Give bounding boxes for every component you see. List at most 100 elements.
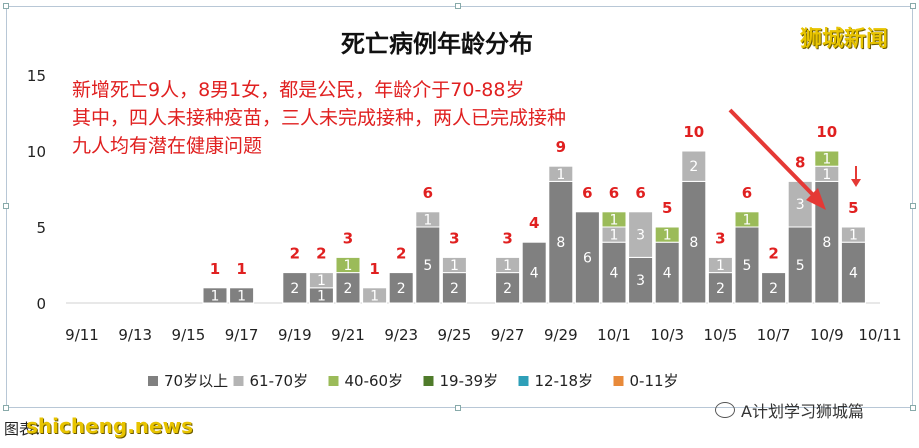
bar-segment bbox=[441, 256, 467, 274]
legend-swatch bbox=[233, 376, 244, 386]
annotation-line: 新增死亡9人，8男1女，都是公民，年龄介于70-88岁 bbox=[72, 79, 524, 101]
bar-segment-label: 4 bbox=[530, 266, 539, 282]
x-tick-label: 10/3 bbox=[650, 326, 684, 344]
y-tick-label: 15 bbox=[27, 67, 46, 85]
bar-segment-label: 1 bbox=[503, 258, 512, 274]
bar-total-label: 2 bbox=[290, 245, 300, 263]
chart-legend: 70岁以上 61-70岁 40-60岁 19-39岁 12-18岁 0-11岁 bbox=[148, 372, 679, 390]
bar-segment-label: 2 bbox=[290, 281, 299, 297]
legend-label: 40-60岁 bbox=[345, 372, 404, 390]
bar-segment bbox=[495, 256, 521, 274]
bar-segment bbox=[734, 211, 760, 228]
bar-total-label: 2 bbox=[768, 245, 778, 263]
footer-source-label: A计划学习狮城篇 bbox=[741, 402, 864, 421]
bar-segment bbox=[707, 256, 733, 274]
bar-total-label: 4 bbox=[529, 214, 539, 232]
bar-segment bbox=[415, 211, 441, 228]
bar-total-label: 1 bbox=[210, 260, 220, 278]
bar-segment bbox=[229, 287, 255, 304]
bar-segment bbox=[840, 226, 866, 243]
bar-segment bbox=[840, 241, 866, 304]
bar-total-label: 9 bbox=[556, 138, 566, 156]
annotation-line: 九人均有潜在健康问题 bbox=[72, 135, 262, 157]
bar-segment-label: 1 bbox=[610, 212, 619, 228]
bar-segment-label: 1 bbox=[743, 212, 752, 228]
bar-segment-label: 2 bbox=[689, 159, 698, 175]
x-tick-label: 10/1 bbox=[597, 326, 631, 344]
bar-segment-label: 5 bbox=[423, 258, 432, 274]
bar-total-label: 1 bbox=[236, 260, 246, 278]
bar-total-label: 5 bbox=[848, 199, 858, 217]
bar-total-label: 8 bbox=[795, 153, 805, 171]
bar-segment-label: 2 bbox=[397, 281, 406, 297]
bar-segment bbox=[335, 256, 361, 274]
footer-source: A计划学习狮城篇 bbox=[715, 398, 864, 422]
y-tick-label: 5 bbox=[36, 219, 46, 237]
x-tick-label: 9/23 bbox=[384, 326, 418, 344]
bar-segment bbox=[202, 287, 228, 304]
big-red-arrow bbox=[728, 108, 820, 202]
footer-caption: 图表： bbox=[4, 420, 50, 438]
bar-segment-label: 6 bbox=[583, 250, 592, 266]
bar-segment bbox=[362, 287, 388, 304]
resize-handle-right[interactable] bbox=[910, 203, 916, 209]
bar-total-label: 6 bbox=[742, 184, 752, 202]
bar-total-label: 3 bbox=[715, 229, 725, 247]
resize-handle-tr[interactable] bbox=[910, 3, 916, 9]
legend-label: 61-70岁 bbox=[250, 372, 309, 390]
bar-segment bbox=[681, 150, 707, 182]
legend-label: 19-39岁 bbox=[440, 372, 499, 390]
wechat-icon bbox=[715, 402, 735, 418]
bar-segment bbox=[282, 272, 308, 304]
x-tick-label: 9/13 bbox=[118, 326, 152, 344]
bar-segment-label: 3 bbox=[796, 197, 805, 213]
bar-segment bbox=[628, 256, 654, 304]
bar-segment-label: 4 bbox=[663, 266, 672, 282]
legend-label: 0-11岁 bbox=[630, 372, 679, 390]
bar-segment bbox=[707, 272, 733, 304]
bar-segment bbox=[308, 272, 334, 289]
bar-segment-label: 1 bbox=[610, 228, 619, 244]
x-tick-label: 9/17 bbox=[225, 326, 259, 344]
resize-handle-top[interactable] bbox=[455, 3, 461, 9]
legend-swatch bbox=[328, 376, 339, 386]
chart-frame bbox=[3, 3, 916, 411]
x-axis: 9/11 9/13 9/15 9/17 9/19 9/21 9/23 9/25 9/27 9/29… bbox=[65, 302, 902, 344]
bar-segment-label: 5 bbox=[743, 258, 752, 274]
bar-segment-label: 8 bbox=[689, 235, 698, 251]
bar-total-label: 2 bbox=[316, 245, 326, 263]
chart-annotation: 新增死亡9人，8男1女，都是公民，年龄介于70-88岁其中，四人未接种疫苗，三人… bbox=[72, 79, 566, 157]
legend-swatch bbox=[613, 376, 624, 386]
bar-segment-label: 1 bbox=[450, 258, 459, 274]
x-tick-label: 9/15 bbox=[172, 326, 206, 344]
bar-segment bbox=[681, 180, 707, 304]
resize-handle-br[interactable] bbox=[910, 405, 916, 411]
chart-title: 死亡病例年龄分布 bbox=[341, 30, 533, 58]
bar-total-label: 10 bbox=[816, 123, 837, 141]
bar-segment-label: 2 bbox=[769, 281, 778, 297]
bar-segment-label: 2 bbox=[450, 281, 459, 297]
resize-handle-bottom[interactable] bbox=[455, 405, 461, 411]
x-tick-label: 9/27 bbox=[491, 326, 525, 344]
legend-label: 12-18岁 bbox=[535, 372, 594, 390]
bar-segment-label: 1 bbox=[849, 228, 858, 244]
watermark-logo: 狮城新闻 bbox=[800, 27, 889, 52]
x-tick-label: 10/9 bbox=[810, 326, 844, 344]
resize-handle-tl[interactable] bbox=[3, 3, 9, 9]
bar-segment-label: 3 bbox=[636, 273, 645, 289]
bar-segment bbox=[601, 241, 627, 304]
x-tick-label: 9/29 bbox=[544, 326, 578, 344]
x-tick-label: 9/25 bbox=[438, 326, 472, 344]
bar-total-label: 6 bbox=[423, 184, 433, 202]
bar-segment bbox=[415, 226, 441, 304]
bar-total-label: 2 bbox=[396, 245, 406, 263]
x-tick-label: 9/19 bbox=[278, 326, 312, 344]
bar-segment-label: 1 bbox=[423, 212, 432, 228]
resize-handle-bl[interactable] bbox=[3, 405, 9, 411]
bar-segment-label: 4 bbox=[849, 266, 858, 282]
bar-segment-label: 1 bbox=[663, 228, 672, 244]
resize-handle-left[interactable] bbox=[3, 203, 9, 209]
